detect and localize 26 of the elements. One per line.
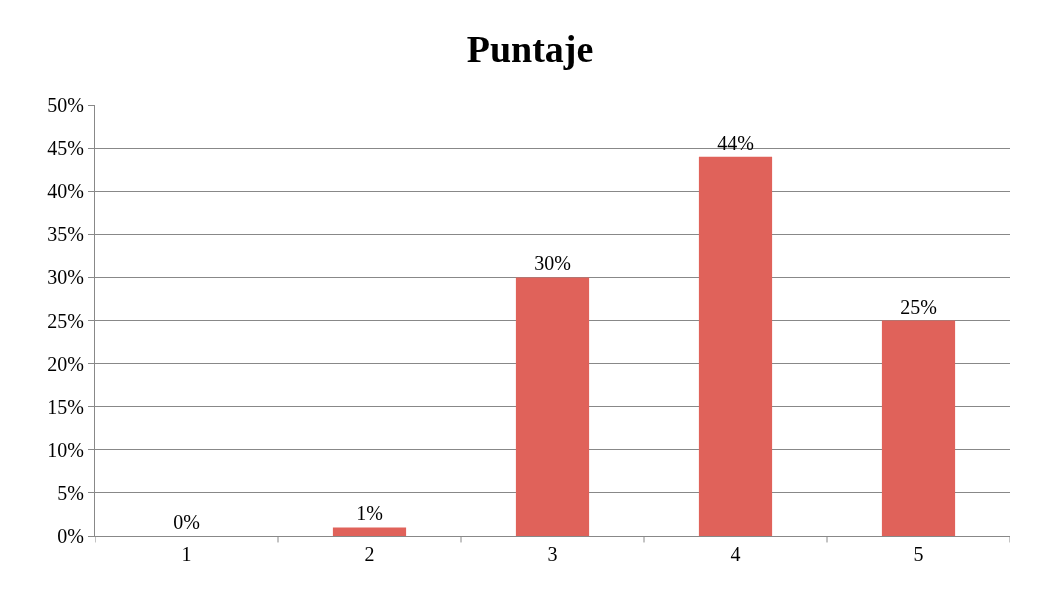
y-tick-label: 25% [47,309,84,332]
data-label: 44% [717,131,754,154]
x-tick-label: 1 [181,543,192,565]
x-tick-label: 2 [364,543,375,565]
chart-title: Puntaje [466,28,594,71]
x-tick-label: 4 [730,543,741,565]
data-label: 30% [534,252,571,275]
bar [881,320,956,536]
y-tick-label: 40% [47,180,84,203]
bar [698,156,773,536]
y-tick-label: 45% [47,137,84,160]
y-tick-label: 35% [47,223,84,246]
y-tick-label: 30% [47,266,84,289]
y-tick-label: 15% [47,395,84,418]
y-tick-label: 50% [47,94,84,116]
y-tick-label: 0% [57,525,84,547]
y-tick-label: 5% [57,481,84,504]
data-label: 1% [356,502,383,525]
data-label: 25% [900,295,937,318]
x-tick-label: 3 [547,543,558,565]
data-label: 0% [173,511,200,533]
y-tick-label: 20% [47,352,84,375]
x-tick-label: 5 [913,543,924,565]
bar [515,277,590,536]
bar [332,527,407,536]
y-tick-label: 10% [47,438,84,461]
